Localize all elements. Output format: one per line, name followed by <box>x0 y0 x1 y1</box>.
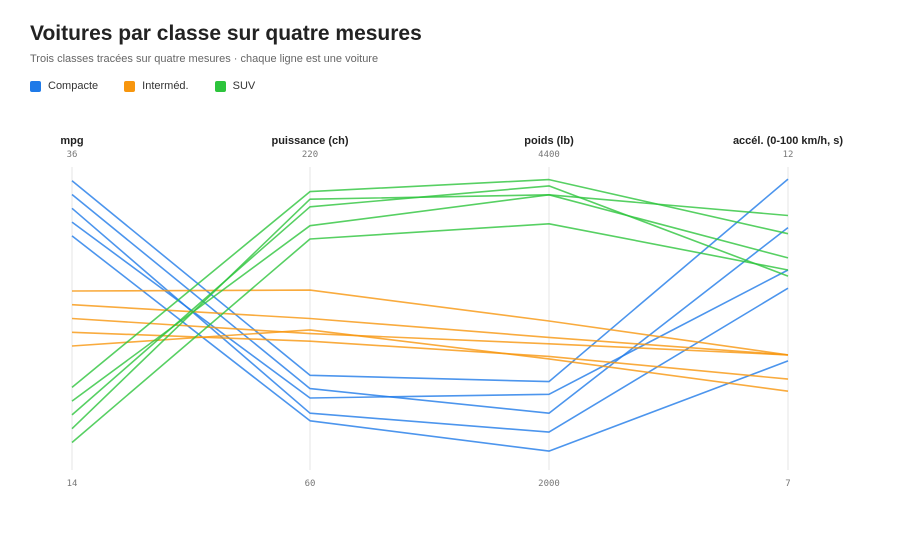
legend-label-suv: SUV <box>232 80 256 92</box>
lines-layer <box>71 178 789 452</box>
legend: Compacte Interméd. SUV <box>30 80 255 92</box>
legend-item-intermed[interactable]: Interméd. <box>124 80 189 92</box>
series-line-suv-2[interactable] <box>71 194 789 402</box>
legend-swatch-suv <box>214 80 226 92</box>
chart-title: Voitures par classe sur quatre mesures <box>30 22 422 45</box>
axis-name-mpg: mpg <box>60 135 83 147</box>
legend-label-intermed: Interméd. <box>142 80 189 92</box>
axis-min-label-mpg: 14 <box>67 479 78 489</box>
axis-name-accel-0-100-km-h-s: accél. (0-100 km/h, s) <box>733 135 843 147</box>
axis-min-label-accel-0-100-km-h-s: 7 <box>785 479 790 489</box>
series-line-intermed-1[interactable] <box>71 289 789 356</box>
axis-min-label-puissance-ch: 60 <box>305 479 316 489</box>
series-line-suv-5[interactable] <box>71 223 789 444</box>
axis-min-label-poids-lb: 2000 <box>538 479 560 489</box>
series-line-intermed-4[interactable] <box>71 331 789 380</box>
legend-label-compacte: Compacte <box>48 80 99 92</box>
axis-max-label-accel-0-100-km-h-s: 12 <box>783 150 794 160</box>
legend-swatch-intermed <box>124 80 136 92</box>
legend-item-suv[interactable]: SUV <box>214 80 256 92</box>
series-line-intermed-2[interactable] <box>71 303 789 356</box>
series-line-intermed-3[interactable] <box>71 317 789 356</box>
series-line-compacte-5[interactable] <box>71 235 789 452</box>
legend-item-compacte[interactable]: Compacte <box>30 80 98 92</box>
axis-max-label-puissance-ch: 220 <box>302 150 318 160</box>
axis-name-poids-lb: poids (lb) <box>524 135 574 147</box>
series-line-compacte-2[interactable] <box>71 193 789 415</box>
axis-max-label-poids-lb: 4400 <box>538 150 560 160</box>
axis-name-puissance-ch: puissance (ch) <box>271 135 348 147</box>
series-line-suv-4[interactable] <box>71 194 789 430</box>
labels-layer: mpg 36 14 puissance (ch) 220 60 poids (lb) 4400… <box>60 135 843 489</box>
legend-swatch-compacte <box>30 80 41 92</box>
series-line-suv-1[interactable] <box>71 178 789 389</box>
series-line-intermed-5[interactable] <box>71 329 789 392</box>
chart-subtitle: Trois classes tracées sur quatre mesures… <box>30 53 379 65</box>
axis-max-label-mpg: 36 <box>67 150 78 160</box>
series-line-compacte-1[interactable] <box>71 178 789 383</box>
